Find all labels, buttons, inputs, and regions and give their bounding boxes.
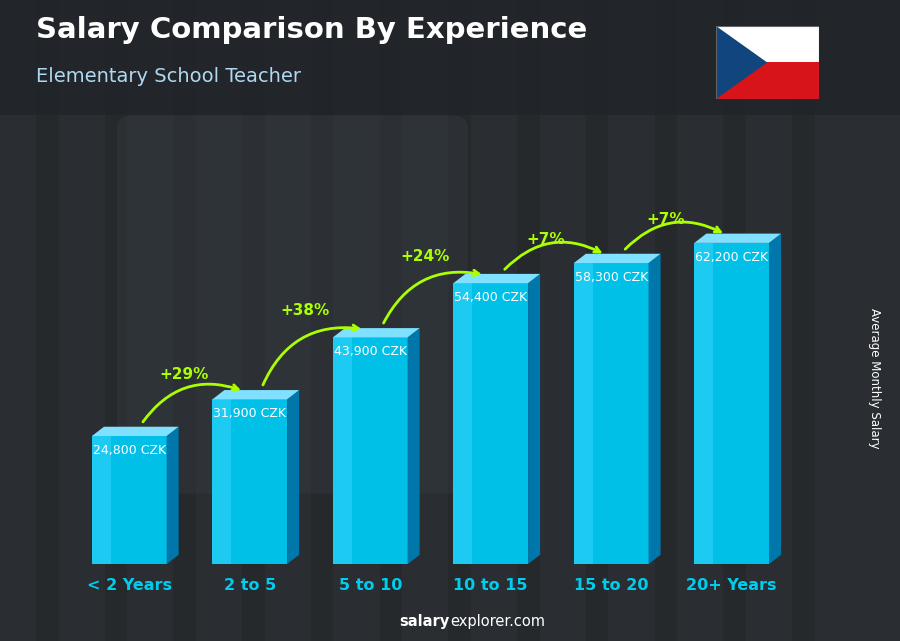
Polygon shape: [454, 283, 472, 564]
Text: +24%: +24%: [400, 249, 450, 264]
Bar: [36, 0, 58, 641]
Polygon shape: [212, 399, 231, 564]
Bar: [310, 0, 333, 641]
Text: 31,900 CZK: 31,900 CZK: [213, 407, 286, 420]
Polygon shape: [574, 263, 592, 564]
Bar: [380, 0, 402, 641]
Text: +38%: +38%: [280, 303, 329, 318]
Polygon shape: [649, 254, 661, 564]
Text: explorer.com: explorer.com: [450, 615, 545, 629]
Polygon shape: [454, 283, 528, 564]
Text: +7%: +7%: [647, 212, 685, 227]
Polygon shape: [694, 243, 769, 564]
Bar: [174, 0, 196, 641]
Polygon shape: [287, 390, 299, 564]
Bar: [792, 0, 814, 641]
Polygon shape: [574, 263, 649, 564]
Polygon shape: [92, 436, 166, 564]
Polygon shape: [166, 427, 179, 564]
Polygon shape: [694, 243, 713, 564]
Bar: [586, 0, 608, 641]
Polygon shape: [769, 233, 781, 564]
Polygon shape: [454, 274, 540, 283]
Bar: [654, 0, 677, 641]
Text: 62,200 CZK: 62,200 CZK: [695, 251, 769, 263]
Text: Average Monthly Salary: Average Monthly Salary: [868, 308, 881, 449]
Text: 43,900 CZK: 43,900 CZK: [334, 345, 407, 358]
Polygon shape: [212, 399, 287, 564]
Text: salary: salary: [400, 615, 450, 629]
FancyBboxPatch shape: [117, 115, 468, 494]
Bar: [724, 0, 746, 641]
Polygon shape: [333, 337, 352, 564]
Polygon shape: [333, 328, 419, 337]
Polygon shape: [212, 390, 299, 399]
Bar: [716, 62, 819, 99]
Polygon shape: [694, 233, 781, 243]
Polygon shape: [92, 427, 179, 436]
Polygon shape: [408, 328, 419, 564]
Bar: [104, 0, 127, 641]
Polygon shape: [528, 274, 540, 564]
Text: Elementary School Teacher: Elementary School Teacher: [36, 67, 301, 87]
Bar: [448, 0, 471, 641]
Polygon shape: [333, 337, 408, 564]
Text: Salary Comparison By Experience: Salary Comparison By Experience: [36, 16, 587, 44]
Text: +7%: +7%: [526, 232, 565, 247]
Polygon shape: [92, 436, 111, 564]
Text: 54,400 CZK: 54,400 CZK: [454, 291, 527, 304]
Bar: [518, 0, 540, 641]
Polygon shape: [574, 254, 661, 263]
Bar: [242, 0, 265, 641]
Polygon shape: [716, 26, 767, 99]
Bar: [0, 0, 900, 115]
Bar: [716, 26, 819, 62]
Text: 58,300 CZK: 58,300 CZK: [574, 271, 648, 284]
Text: 24,800 CZK: 24,800 CZK: [93, 444, 166, 457]
Text: +29%: +29%: [159, 367, 209, 382]
